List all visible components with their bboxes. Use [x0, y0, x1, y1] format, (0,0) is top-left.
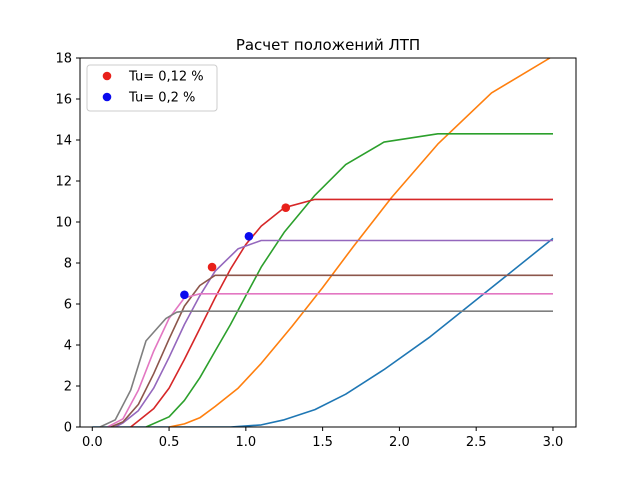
x-tick-label: 1.5 — [312, 435, 333, 450]
x-tick-label: 1.0 — [236, 435, 257, 450]
x-tick-label: 0.5 — [159, 435, 180, 450]
y-tick-label: 6 — [64, 298, 72, 313]
y-tick-label: 10 — [55, 216, 72, 231]
x-tick-label: 2.5 — [466, 435, 487, 450]
series-line-7 — [107, 292, 553, 427]
y-tick-label: 16 — [55, 93, 72, 108]
axes-frame — [79, 57, 577, 428]
series-line-4 — [130, 198, 553, 427]
series-line-2 — [168, 58, 551, 427]
y-tick-label: 4 — [64, 339, 72, 354]
chart-title: Расчет положений ЛТП — [236, 36, 420, 54]
legend-box — [86, 64, 218, 112]
y-tick-label: 0 — [64, 421, 72, 436]
series-line-5 — [114, 239, 553, 427]
y-tick-label: 18 — [55, 52, 72, 67]
legend-label-2: Tu= 0,2 % — [128, 91, 195, 106]
legend-label-1: Tu= 0,12 % — [128, 70, 204, 85]
series-line-3 — [145, 133, 553, 427]
y-axis: 0 2 4 6 8 10 12 14 16 18 — [55, 52, 80, 436]
series-line-1 — [92, 237, 554, 427]
x-tick-label: 0.0 — [82, 435, 103, 450]
y-tick-label: 8 — [64, 257, 72, 272]
x-axis: 0.0 0.5 1.0 1.5 2.0 2.5 3.0 — [82, 427, 563, 450]
legend-marker-2 — [102, 92, 112, 102]
series-line-6 — [110, 274, 553, 427]
legend: Tu= 0,12 % Tu= 0,2 % — [86, 64, 218, 112]
x-tick-label: 2.0 — [389, 435, 410, 450]
legend-marker-1 — [102, 71, 112, 81]
y-tick-label: 12 — [55, 175, 72, 190]
marker-point-2-2 — [244, 232, 254, 241]
y-tick-label: 14 — [55, 134, 72, 149]
x-tick-label: 3.0 — [543, 435, 564, 450]
marker-point-1-1 — [207, 262, 217, 272]
marker-point-2-1 — [180, 290, 189, 300]
plot-area — [92, 58, 554, 427]
marker-point-1-2 — [281, 203, 291, 212]
series-line-8 — [99, 310, 553, 427]
y-tick-label: 2 — [64, 380, 72, 395]
